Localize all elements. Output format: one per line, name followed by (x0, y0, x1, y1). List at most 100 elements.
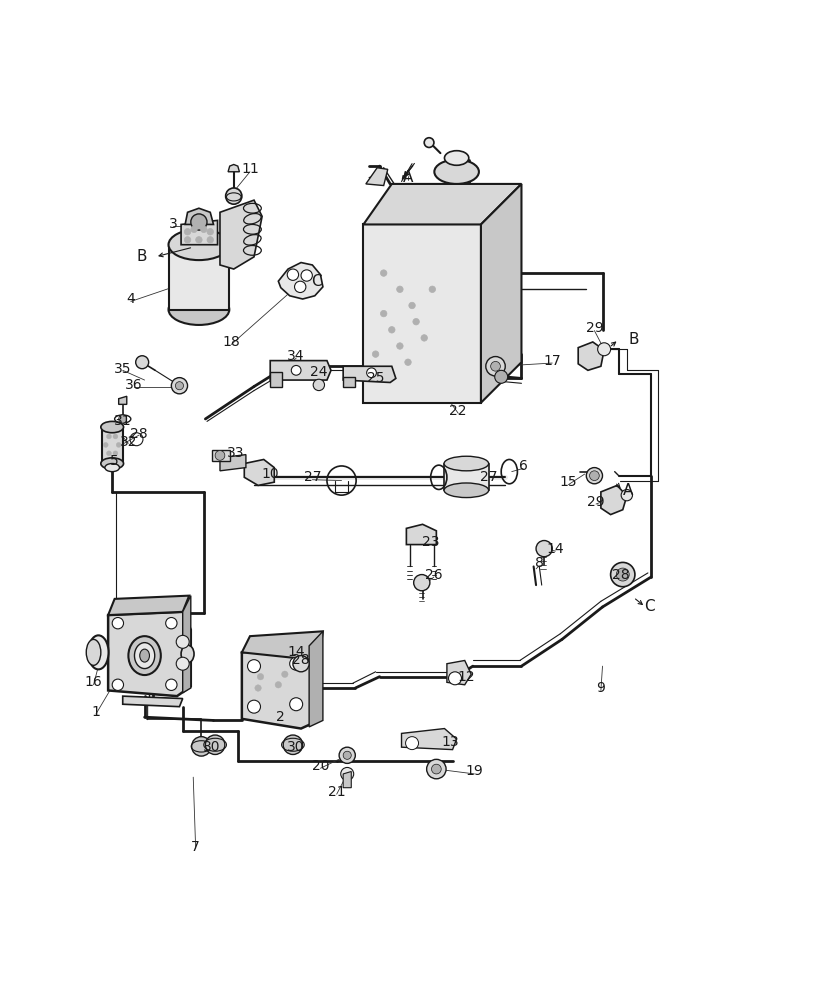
Circle shape (176, 657, 189, 670)
Text: 3: 3 (169, 217, 177, 231)
Polygon shape (220, 455, 246, 471)
Circle shape (175, 382, 184, 390)
Circle shape (112, 618, 123, 629)
Polygon shape (102, 427, 122, 464)
Text: 2: 2 (276, 710, 284, 724)
Ellipse shape (444, 456, 489, 471)
Circle shape (291, 365, 301, 375)
Circle shape (301, 270, 313, 281)
Circle shape (290, 657, 303, 670)
Text: 23: 23 (422, 535, 440, 549)
Ellipse shape (101, 458, 123, 469)
Circle shape (494, 370, 508, 383)
Circle shape (610, 562, 635, 587)
Circle shape (118, 415, 126, 423)
Ellipse shape (424, 138, 434, 147)
Polygon shape (445, 464, 489, 490)
Circle shape (176, 635, 189, 648)
Text: 36: 36 (126, 378, 143, 392)
Polygon shape (109, 596, 189, 615)
Text: 29: 29 (586, 321, 603, 335)
Text: 19: 19 (466, 764, 483, 778)
Circle shape (405, 359, 411, 365)
Text: 18: 18 (223, 335, 240, 349)
Circle shape (380, 310, 387, 317)
Polygon shape (228, 164, 239, 172)
Circle shape (486, 357, 505, 376)
Ellipse shape (444, 483, 489, 498)
Text: B: B (628, 332, 639, 347)
Text: 10: 10 (261, 467, 279, 481)
Ellipse shape (105, 464, 119, 472)
Ellipse shape (135, 643, 155, 669)
Text: 35: 35 (114, 362, 131, 376)
Text: 15: 15 (560, 475, 577, 489)
Text: 8: 8 (534, 556, 543, 570)
Circle shape (313, 379, 325, 391)
Text: 7: 7 (191, 840, 200, 854)
Circle shape (135, 356, 149, 369)
Circle shape (104, 442, 109, 447)
Polygon shape (601, 485, 627, 515)
Circle shape (406, 737, 419, 750)
Circle shape (275, 682, 282, 688)
Circle shape (397, 286, 403, 293)
Polygon shape (366, 168, 388, 186)
Ellipse shape (169, 229, 229, 260)
Circle shape (184, 237, 191, 243)
Circle shape (107, 434, 111, 439)
Polygon shape (109, 612, 191, 696)
Ellipse shape (181, 645, 194, 663)
Polygon shape (309, 631, 323, 727)
Circle shape (427, 759, 446, 779)
Polygon shape (270, 372, 282, 387)
Polygon shape (242, 646, 319, 729)
Circle shape (116, 442, 121, 447)
Circle shape (192, 737, 211, 756)
Text: 33: 33 (228, 446, 245, 460)
Ellipse shape (86, 639, 101, 665)
Polygon shape (406, 524, 437, 545)
Circle shape (616, 568, 629, 581)
Text: 31: 31 (114, 414, 131, 428)
Ellipse shape (445, 151, 468, 165)
Text: 4: 4 (126, 292, 135, 306)
Text: 27: 27 (481, 470, 498, 484)
Circle shape (166, 618, 177, 629)
Circle shape (293, 656, 309, 672)
Circle shape (184, 229, 191, 235)
Polygon shape (579, 342, 604, 370)
Text: 13: 13 (441, 735, 459, 749)
Text: 27: 27 (304, 470, 322, 484)
Text: 32: 32 (120, 435, 137, 449)
Circle shape (339, 747, 355, 763)
Text: 34: 34 (287, 349, 305, 363)
Text: 26: 26 (425, 568, 443, 582)
Circle shape (409, 302, 415, 309)
Text: A: A (403, 170, 413, 185)
Polygon shape (122, 696, 183, 707)
Text: 14: 14 (287, 645, 305, 659)
Text: 22: 22 (450, 404, 467, 418)
Circle shape (107, 451, 111, 456)
Circle shape (372, 351, 379, 357)
Circle shape (366, 368, 376, 378)
Circle shape (421, 335, 428, 341)
Ellipse shape (140, 649, 149, 662)
Circle shape (380, 270, 387, 276)
Circle shape (295, 281, 306, 293)
Text: B: B (137, 249, 148, 264)
Text: 14: 14 (547, 542, 565, 556)
Circle shape (388, 327, 395, 333)
Text: 21: 21 (328, 785, 345, 799)
Polygon shape (363, 184, 521, 224)
Circle shape (380, 371, 387, 378)
Circle shape (282, 671, 288, 677)
Circle shape (536, 541, 552, 557)
Circle shape (247, 700, 260, 713)
Polygon shape (220, 200, 262, 269)
Polygon shape (344, 377, 355, 387)
Circle shape (414, 575, 430, 591)
Text: 1: 1 (91, 705, 100, 719)
Polygon shape (270, 361, 331, 380)
